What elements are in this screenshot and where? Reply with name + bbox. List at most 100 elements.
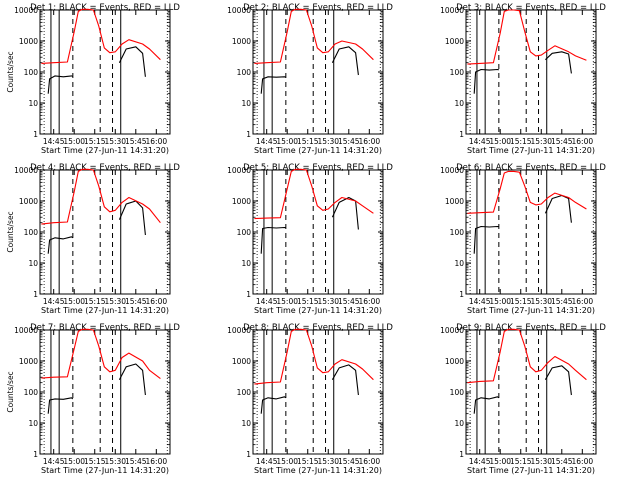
series-red-line-2-0 [254, 8, 374, 64]
series-black-line-9-0 [473, 396, 500, 414]
y-tick-label-1-2: 100 [24, 68, 39, 77]
x-axis-label-4: Start Time (27-Jun-11 14:31:20) [41, 306, 169, 315]
y-tick-label-1-4: 10000 [14, 6, 38, 15]
series-red-line-3-0 [467, 9, 587, 65]
y-tick-label-9-4: 10000 [440, 326, 464, 335]
x-tick-label-9-3: 15:30 [530, 457, 552, 466]
x-tick-label-1-3: 15:30 [104, 137, 126, 146]
y-tick-label-3-2: 100 [450, 68, 465, 77]
series-red-line-8-0 [254, 328, 374, 385]
chart-title-8: Det 8: BLACK = Events, RED = LLD [243, 323, 393, 333]
y-tick-label-6-1: 10 [454, 259, 464, 268]
y-tick-label-8-2: 100 [237, 388, 252, 397]
series-black-line-7-0 [47, 397, 74, 414]
y-tick-label-5-3: 1000 [232, 197, 251, 206]
chart-panel-8: Det 8: BLACK = Events, RED = LLD 1 10 100 10… [227, 323, 393, 475]
series-red-line-5-0 [254, 168, 374, 220]
x-tick-label-4-0: 14:45 [43, 297, 65, 306]
y-tick-label-2-1: 10 [241, 99, 251, 108]
series-black-line-7-1 [118, 363, 146, 396]
y-tick-label-6-0: 1 [459, 290, 464, 299]
x-axis-label-9: Start Time (27-Jun-11 14:31:20) [467, 466, 595, 475]
x-tick-label-1-4: 15:45 [125, 137, 147, 146]
x-tick-label-6-2: 15:15 [510, 297, 532, 306]
x-tick-label-6-5: 16:00 [572, 297, 594, 306]
series-red-line-9-0 [467, 328, 587, 384]
x-tick-label-3-2: 15:15 [510, 137, 532, 146]
x-tick-label-5-2: 15:15 [297, 297, 319, 306]
series-red-line-7-0 [41, 328, 161, 380]
x-tick-label-5-1: 15:00 [276, 297, 298, 306]
x-tick-label-8-0: 14:45 [256, 457, 278, 466]
y-tick-label-4-4: 10000 [14, 166, 38, 175]
x-tick-label-7-1: 15:00 [63, 457, 85, 466]
chart-panel-3: Det 3: BLACK = Events, RED = LLD 1 10 100 10… [440, 3, 606, 155]
y-tick-label-9-2: 100 [450, 388, 465, 397]
y-tick-label-3-3: 1000 [445, 37, 464, 46]
x-tick-label-4-1: 15:00 [63, 297, 85, 306]
x-tick-label-1-2: 15:15 [84, 137, 106, 146]
series-black-line-5-1 [331, 196, 359, 230]
chart-title-9: Det 9: BLACK = Events, RED = LLD [456, 323, 606, 333]
x-tick-label-4-4: 15:45 [125, 297, 147, 306]
chart-panel-4: Det 4: BLACK = Events, RED = LLD 1 10 100 10… [6, 163, 180, 315]
x-axis-label-2: Start Time (27-Jun-11 14:31:20) [254, 146, 382, 155]
x-tick-label-5-0: 14:45 [256, 297, 278, 306]
y-tick-label-9-1: 10 [454, 419, 464, 428]
x-tick-label-8-1: 15:00 [276, 457, 298, 466]
y-tick-label-2-2: 100 [237, 68, 252, 77]
x-tick-label-2-3: 15:30 [317, 137, 339, 146]
chart-title-4: Det 4: BLACK = Events, RED = LLD [30, 163, 180, 173]
series-red-line-6-0 [467, 170, 587, 214]
x-tick-label-7-4: 15:45 [125, 457, 147, 466]
x-axis-label-5: Start Time (27-Jun-11 14:31:20) [254, 306, 382, 315]
x-tick-label-9-5: 16:00 [572, 457, 594, 466]
series-black-line-2-0 [260, 76, 286, 94]
y-tick-label-5-4: 10000 [227, 166, 251, 175]
x-tick-label-3-1: 15:00 [489, 137, 511, 146]
series-red-line-4-0 [41, 168, 161, 225]
x-tick-label-4-3: 15:30 [104, 297, 126, 306]
x-tick-label-9-0: 14:45 [469, 457, 491, 466]
series-black-line-4-0 [47, 236, 74, 254]
y-tick-label-8-0: 1 [246, 450, 251, 459]
x-tick-label-5-3: 15:30 [317, 297, 339, 306]
x-tick-label-5-5: 16:00 [359, 297, 381, 306]
chart-title-3: Det 3: BLACK = Events, RED = LLD [456, 3, 606, 13]
y-axis-label-7: Counts/sec [6, 371, 15, 412]
series-black-line-6-0 [473, 225, 499, 254]
series-black-line-1-0 [47, 75, 73, 94]
y-tick-label-9-0: 1 [459, 450, 464, 459]
x-tick-label-9-2: 15:15 [510, 457, 532, 466]
y-tick-label-7-2: 100 [24, 388, 39, 397]
x-tick-label-1-0: 14:45 [43, 137, 65, 146]
y-tick-label-8-3: 1000 [232, 357, 251, 366]
y-tick-label-6-3: 1000 [445, 197, 464, 206]
x-tick-label-6-3: 15:30 [530, 297, 552, 306]
y-tick-label-3-1: 10 [454, 99, 464, 108]
x-tick-label-2-0: 14:45 [256, 137, 278, 146]
x-tick-label-9-1: 15:00 [489, 457, 511, 466]
x-axis-label-6: Start Time (27-Jun-11 14:31:20) [467, 306, 595, 315]
y-tick-label-4-2: 100 [24, 228, 39, 237]
x-axis-label-7: Start Time (27-Jun-11 14:31:20) [41, 466, 169, 475]
x-tick-label-3-5: 16:00 [572, 137, 594, 146]
x-axis-label-3: Start Time (27-Jun-11 14:31:20) [467, 146, 595, 155]
x-tick-label-4-2: 15:15 [84, 297, 106, 306]
chart-title-2: Det 2: BLACK = Events, RED = LLD [243, 3, 393, 13]
y-tick-label-3-4: 10000 [440, 6, 464, 15]
y-tick-label-5-0: 1 [246, 290, 251, 299]
chart-title-5: Det 5: BLACK = Events, RED = LLD [243, 163, 393, 173]
x-tick-label-2-4: 15:45 [338, 137, 360, 146]
x-tick-label-5-4: 15:45 [338, 297, 360, 306]
chart-panel-9: Det 9: BLACK = Events, RED = LLD 1 10 100 10… [440, 323, 606, 475]
y-tick-label-7-3: 1000 [19, 357, 38, 366]
x-tick-label-7-3: 15:30 [104, 457, 126, 466]
y-tick-label-1-0: 1 [33, 130, 38, 139]
y-tick-label-7-1: 10 [28, 419, 38, 428]
series-black-line-8-0 [260, 396, 287, 414]
y-tick-label-5-2: 100 [237, 228, 252, 237]
series-black-line-5-0 [260, 226, 286, 254]
x-tick-label-8-3: 15:30 [317, 457, 339, 466]
